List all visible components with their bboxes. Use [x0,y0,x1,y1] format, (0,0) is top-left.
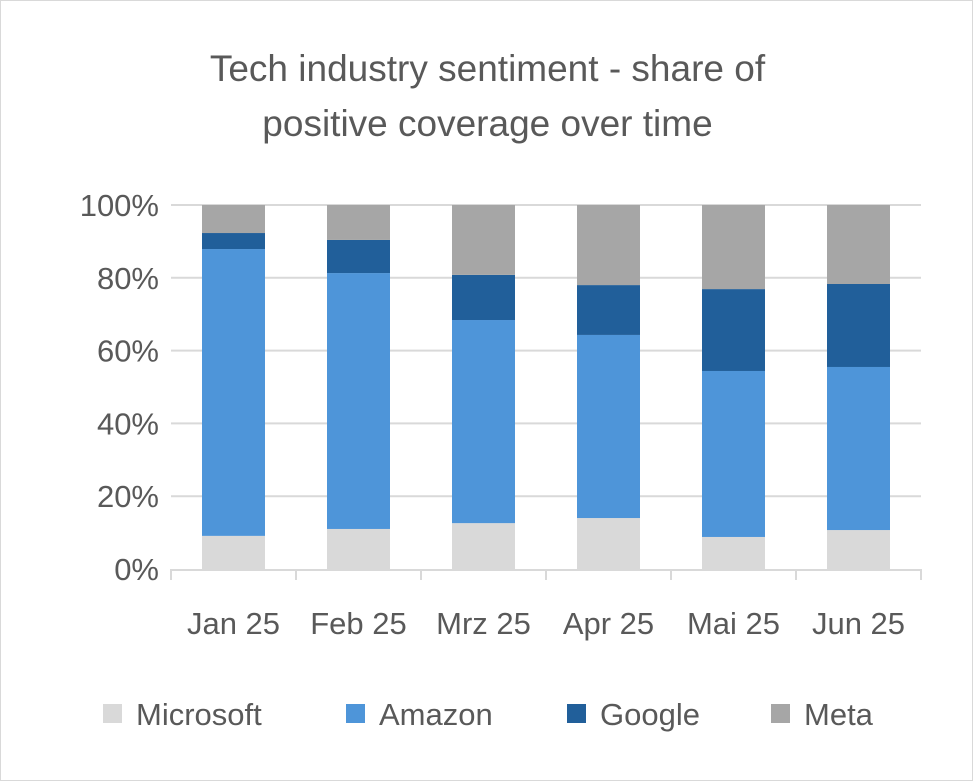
y-tick-label: 0% [114,552,159,587]
bar-microsoft-jan-25 [202,535,265,569]
bar-amazon-mrz-25 [452,320,515,524]
bar-amazon-jan-25 [202,249,265,536]
y-tick-label: 60% [97,334,159,369]
bar-google-jan-25 [202,233,265,250]
legend-label-google: Google [600,697,700,732]
bar-meta-mrz-25 [452,205,515,275]
bar-google-feb-25 [327,239,390,274]
bar-microsoft-apr-25 [577,518,640,569]
bar-meta-jun-25 [827,205,890,284]
bar-meta-mai-25 [702,205,765,290]
x-tick-label: Mai 25 [687,606,780,641]
x-tick-label: Apr 25 [563,606,654,641]
legend-swatch-meta [771,704,790,723]
bar-meta-apr-25 [577,205,640,286]
legend-swatch-amazon [346,704,365,723]
legend-swatch-microsoft [103,704,122,723]
bar-amazon-apr-25 [577,334,640,519]
x-tick-label: Feb 25 [310,606,407,641]
chart-title: Tech industry sentiment - share of posit… [1,41,973,151]
bar-microsoft-mrz-25 [452,523,515,569]
y-tick-label: 100% [80,188,159,223]
bar-google-mai-25 [702,289,765,371]
bar-google-jun-25 [827,283,890,367]
legend-label-meta: Meta [804,697,874,732]
bar-google-apr-25 [577,285,640,335]
x-tick-label: Jan 25 [187,606,280,641]
x-tick-label: Jun 25 [812,606,905,641]
bar-amazon-mai-25 [702,370,765,537]
bar-microsoft-jun-25 [827,530,890,569]
bar-meta-jan-25 [202,205,265,234]
y-tick-label: 20% [97,479,159,514]
bar-microsoft-mai-25 [702,536,765,569]
bar-microsoft-feb-25 [327,528,390,569]
bar-google-mrz-25 [452,274,515,321]
x-tick-label: Mrz 25 [436,606,531,641]
legend-swatch-google [567,704,586,723]
y-tick-label: 80% [97,261,159,296]
chart-title-line-2: positive coverage over time [262,103,713,144]
y-tick-label: 40% [97,406,159,441]
legend-label-amazon: Amazon [379,697,493,732]
chart-title-line-1: Tech industry sentiment - share of [209,48,766,89]
bar-amazon-feb-25 [327,273,390,529]
legend-label-microsoft: Microsoft [136,697,262,732]
bar-meta-feb-25 [327,205,390,240]
bar-amazon-jun-25 [827,366,890,531]
